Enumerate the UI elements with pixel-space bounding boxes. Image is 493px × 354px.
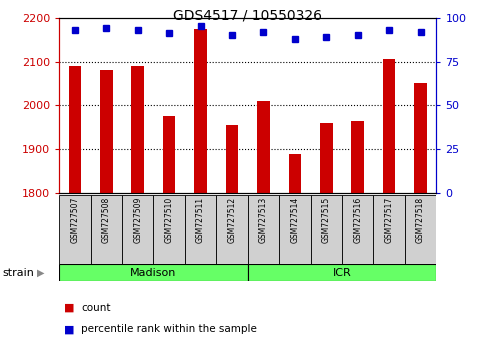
Text: count: count: [81, 303, 111, 313]
Text: GSM727518: GSM727518: [416, 197, 425, 243]
Text: ICR: ICR: [333, 268, 352, 278]
Text: ▶: ▶: [37, 268, 44, 278]
Bar: [132, 66, 144, 193]
Bar: [59, 264, 247, 281]
Text: GSM727511: GSM727511: [196, 197, 205, 243]
Text: strain: strain: [2, 268, 35, 278]
Bar: [352, 121, 364, 193]
Bar: [100, 70, 112, 193]
Text: ■: ■: [64, 324, 74, 334]
Text: GSM727515: GSM727515: [322, 197, 331, 243]
Bar: [122, 195, 153, 264]
Bar: [279, 195, 311, 264]
Bar: [185, 195, 216, 264]
Bar: [247, 264, 436, 281]
Bar: [163, 116, 176, 193]
Text: GSM727509: GSM727509: [133, 197, 142, 243]
Bar: [383, 59, 395, 193]
Text: Madison: Madison: [130, 268, 176, 278]
Bar: [91, 195, 122, 264]
Bar: [194, 29, 207, 193]
Bar: [405, 195, 436, 264]
Bar: [311, 195, 342, 264]
Bar: [226, 125, 238, 193]
Text: GSM727508: GSM727508: [102, 197, 111, 243]
Text: ■: ■: [64, 303, 74, 313]
Bar: [59, 195, 91, 264]
Bar: [342, 195, 373, 264]
Text: GSM727514: GSM727514: [290, 197, 299, 243]
Bar: [69, 66, 81, 193]
Text: GSM727507: GSM727507: [70, 197, 79, 243]
Text: GDS4517 / 10550326: GDS4517 / 10550326: [173, 9, 322, 23]
Bar: [414, 84, 427, 193]
Bar: [247, 195, 279, 264]
Text: GSM727517: GSM727517: [385, 197, 394, 243]
Bar: [257, 101, 270, 193]
Bar: [153, 195, 185, 264]
Bar: [288, 154, 301, 193]
Text: GSM727513: GSM727513: [259, 197, 268, 243]
Text: percentile rank within the sample: percentile rank within the sample: [81, 324, 257, 334]
Bar: [320, 123, 333, 193]
Text: GSM727516: GSM727516: [353, 197, 362, 243]
Bar: [216, 195, 247, 264]
Text: GSM727512: GSM727512: [227, 197, 237, 243]
Text: GSM727510: GSM727510: [165, 197, 174, 243]
Bar: [373, 195, 405, 264]
